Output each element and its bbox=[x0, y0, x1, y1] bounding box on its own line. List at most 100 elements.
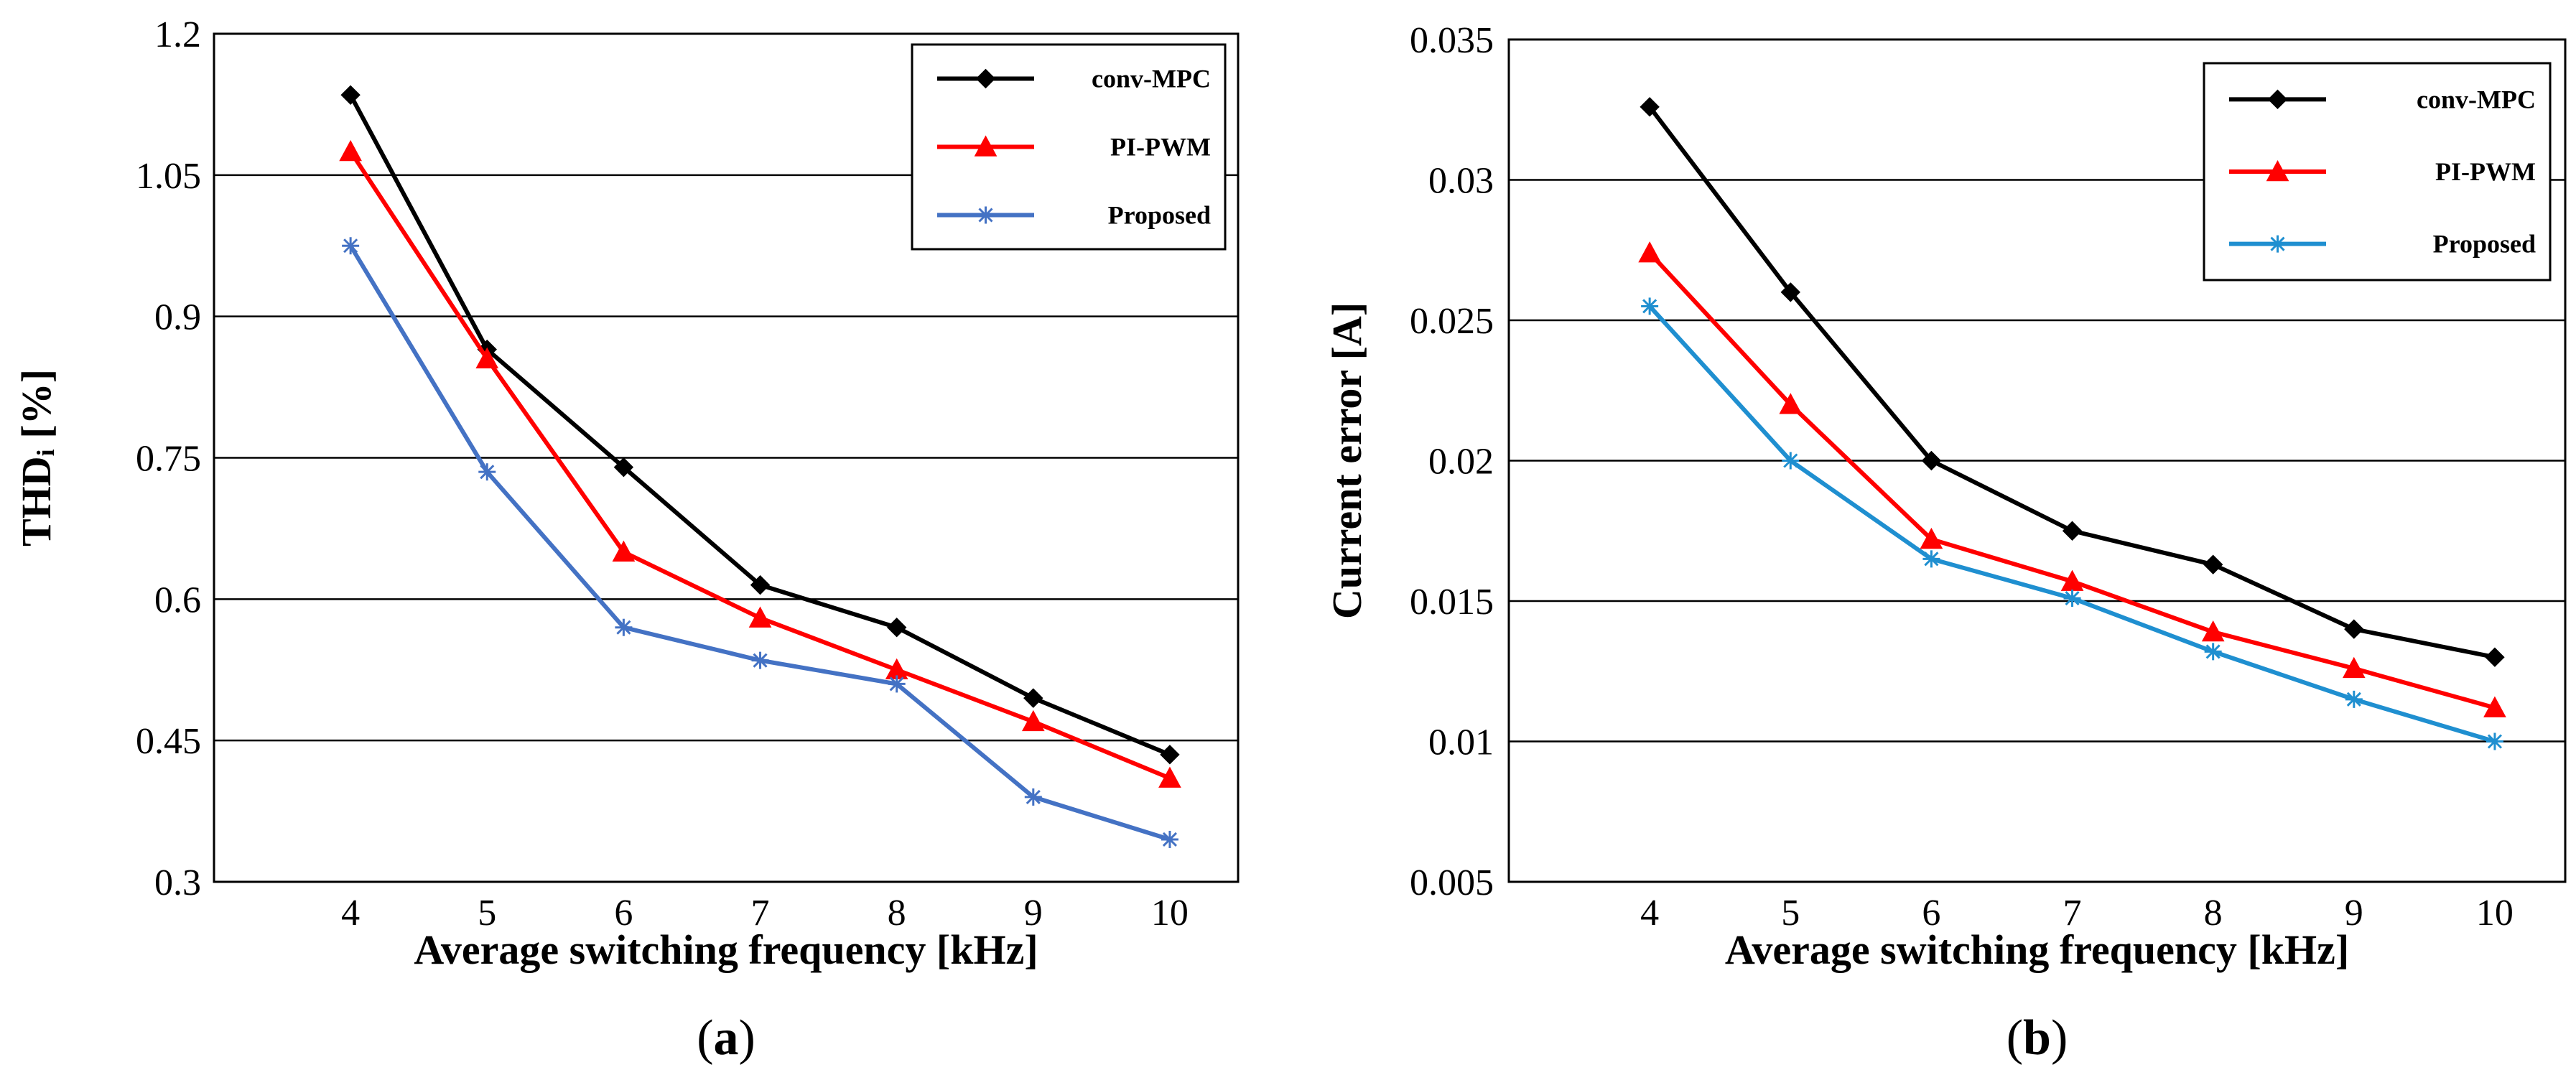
y-tick-label: 0.005 bbox=[1410, 862, 1494, 903]
y-tick-label: 0.3 bbox=[154, 862, 201, 903]
data-point bbox=[475, 347, 499, 368]
legend-marker bbox=[2266, 159, 2289, 182]
y-tick-label: 0.45 bbox=[136, 721, 201, 762]
x-tick-label: 6 bbox=[614, 893, 633, 934]
y-tick-label: 0.01 bbox=[1428, 722, 1494, 763]
legend-item: conv-MPC bbox=[2229, 85, 2536, 113]
panel-caption: (a) bbox=[697, 1010, 755, 1066]
y-tick-label: 0.03 bbox=[1428, 161, 1494, 202]
data-point bbox=[886, 617, 907, 638]
y-tick-label: 1.05 bbox=[136, 156, 201, 197]
series-conv-mpc bbox=[1640, 97, 2505, 667]
legend-marker bbox=[2269, 235, 2287, 253]
x-tick-label: 8 bbox=[888, 893, 906, 934]
legend-label: conv-MPC bbox=[1092, 65, 1211, 93]
data-point bbox=[340, 85, 361, 106]
data-point bbox=[1638, 241, 1661, 263]
data-point bbox=[2344, 619, 2364, 639]
y-tick-label: 0.9 bbox=[154, 297, 201, 338]
data-point bbox=[612, 540, 636, 562]
data-point bbox=[1920, 527, 1943, 549]
data-point bbox=[1158, 766, 1181, 788]
y-tick-label: 0.015 bbox=[1410, 582, 1494, 623]
legend-item: PI-PWM bbox=[2229, 157, 2536, 186]
legend-item: conv-MPC bbox=[937, 65, 1211, 93]
legend-item: PI-PWM bbox=[937, 133, 1211, 162]
legend: conv-MPC PI-PWM Proposed bbox=[2203, 62, 2552, 281]
series-pi-pwm bbox=[1638, 241, 2506, 717]
x-tick-label: 7 bbox=[2063, 893, 2082, 934]
data-point bbox=[1640, 97, 1660, 117]
x-tick-label: 10 bbox=[2476, 893, 2514, 934]
x-tick-label: 7 bbox=[751, 893, 770, 934]
data-point bbox=[2345, 690, 2363, 708]
data-point bbox=[750, 574, 771, 595]
data-point bbox=[2485, 647, 2505, 667]
data-point bbox=[2203, 554, 2223, 574]
data-point bbox=[478, 463, 496, 481]
data-point bbox=[888, 675, 906, 693]
x-axis-label: Average switching frequency [kHz] bbox=[1725, 926, 2349, 973]
x-tick-label: 6 bbox=[1922, 893, 1940, 934]
plot-frame bbox=[213, 32, 1240, 883]
legend-label: PI-PWM bbox=[1110, 133, 1211, 162]
y-tick-label: 0.035 bbox=[1410, 20, 1494, 61]
legend-label: conv-MPC bbox=[2417, 85, 2536, 113]
data-point bbox=[1021, 709, 1045, 732]
y-tick-label: 0.02 bbox=[1428, 442, 1494, 483]
data-point bbox=[339, 139, 362, 162]
legend-marker bbox=[977, 206, 995, 224]
x-tick-label: 10 bbox=[1151, 893, 1189, 934]
panel-caption: (b) bbox=[2007, 1010, 2068, 1066]
chart-panel-a: 0.3 0.45 0.6 0.75 0.9 1.05 1.2 4 5 6 7 8 9 10 Average … bbox=[13, 14, 1240, 1066]
y-tick-label: 0.025 bbox=[1410, 301, 1494, 342]
y-axis-label: Current error [A] bbox=[1324, 302, 1370, 619]
legend-label: PI-PWM bbox=[2435, 157, 2536, 186]
data-point bbox=[1779, 393, 1803, 414]
data-point bbox=[1641, 297, 1659, 315]
x-tick-label: 5 bbox=[478, 893, 496, 934]
series-proposed bbox=[342, 237, 1178, 848]
plot-frame bbox=[1507, 38, 2567, 883]
data-point bbox=[1023, 688, 1043, 708]
legend-label: Proposed bbox=[1108, 201, 1211, 230]
legend-marker bbox=[975, 68, 996, 89]
data-point bbox=[1161, 830, 1178, 848]
y-tick-label: 1.2 bbox=[154, 14, 201, 55]
x-tick-label: 9 bbox=[1024, 893, 1043, 934]
legend-item: Proposed bbox=[2229, 230, 2536, 259]
data-point bbox=[2063, 590, 2081, 608]
y-tick-label: 0.75 bbox=[136, 439, 201, 480]
x-tick-label: 4 bbox=[341, 893, 360, 934]
data-point bbox=[2204, 643, 2222, 661]
data-point bbox=[342, 237, 360, 255]
series-proposed bbox=[1641, 297, 2503, 750]
chart-panel-b: 0.005 0.01 0.015 0.02 0.025 0.03 0.035 4 5 6 7 8 9 10… bbox=[1324, 20, 2567, 1066]
data-point bbox=[1024, 788, 1042, 806]
data-point bbox=[2342, 656, 2366, 679]
data-point bbox=[1780, 282, 1800, 302]
data-point bbox=[613, 457, 634, 478]
legend-label: Proposed bbox=[2433, 230, 2536, 259]
data-point bbox=[2201, 620, 2225, 642]
data-point bbox=[2486, 732, 2503, 750]
data-point bbox=[2483, 696, 2506, 717]
data-point bbox=[1782, 452, 1800, 470]
y-tick-label: 0.6 bbox=[154, 580, 201, 620]
data-point bbox=[2062, 521, 2083, 541]
x-tick-label: 5 bbox=[1781, 893, 1800, 934]
series-pi-pwm bbox=[339, 139, 1181, 788]
legend-marker bbox=[2267, 89, 2288, 110]
data-point bbox=[615, 618, 633, 636]
data-point bbox=[748, 606, 772, 628]
data-point bbox=[1921, 450, 1942, 471]
x-tick-label: 9 bbox=[2345, 893, 2363, 934]
legend-marker bbox=[974, 135, 998, 157]
legend: conv-MPC PI-PWM Proposed bbox=[911, 43, 1227, 251]
x-tick-label: 4 bbox=[1640, 893, 1659, 934]
data-point bbox=[1922, 550, 1940, 568]
data-point bbox=[1160, 745, 1180, 765]
legend-item: Proposed bbox=[937, 201, 1211, 230]
y-axis-label: THDᵢ [%] bbox=[13, 369, 60, 546]
